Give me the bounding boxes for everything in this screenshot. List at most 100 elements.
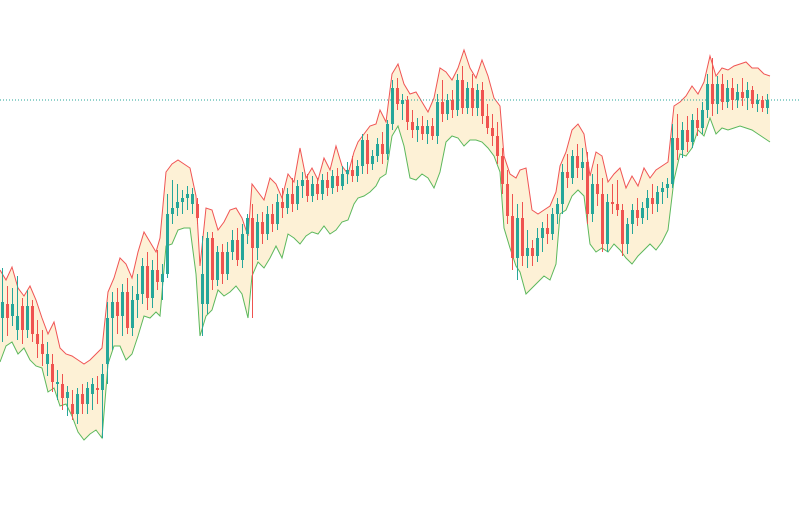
- candle-body: [301, 180, 304, 186]
- candle: [141, 258, 144, 304]
- candle-body: [376, 144, 379, 156]
- candle-body: [596, 184, 599, 194]
- candle: [566, 154, 569, 188]
- candle: [231, 230, 234, 260]
- candle: [466, 82, 469, 114]
- candle-body: [416, 126, 419, 130]
- candle: [126, 278, 129, 334]
- candle-body: [151, 270, 154, 298]
- candle-body: [11, 304, 14, 316]
- candle: [66, 386, 69, 416]
- candle-body: [686, 130, 689, 142]
- candle: [626, 218, 629, 254]
- candle: [176, 184, 179, 216]
- candle-body: [221, 252, 224, 274]
- candle-body: [331, 176, 334, 188]
- candle: [576, 144, 579, 178]
- candle: [196, 198, 199, 224]
- candle-body: [261, 222, 264, 234]
- candle-body: [326, 180, 329, 188]
- candle-body: [196, 204, 199, 218]
- candle: [286, 188, 289, 214]
- candle: [541, 222, 544, 252]
- candle: [716, 76, 719, 114]
- candle-body: [41, 344, 44, 354]
- candle-body: [366, 140, 369, 164]
- candle: [261, 212, 264, 244]
- candle: [476, 84, 479, 116]
- candle: [216, 246, 219, 286]
- candle: [186, 186, 189, 210]
- candle: [661, 182, 664, 204]
- candle: [291, 178, 294, 212]
- candle-body: [641, 208, 644, 218]
- candle: [416, 118, 419, 142]
- candle: [226, 242, 229, 280]
- candle: [671, 124, 674, 188]
- candle-body: [306, 180, 309, 196]
- candle-body: [496, 136, 499, 156]
- candle: [726, 80, 729, 108]
- candle-body: [16, 316, 19, 330]
- candle: [26, 290, 29, 338]
- candle-body: [446, 100, 449, 114]
- candle-body: [56, 382, 59, 384]
- candle-body: [291, 194, 294, 204]
- candle: [236, 228, 239, 266]
- candle-body: [191, 194, 194, 204]
- candle-body: [396, 88, 399, 104]
- candle: [346, 162, 349, 184]
- candle-body: [226, 252, 229, 274]
- candle: [331, 170, 334, 194]
- candle: [351, 156, 354, 182]
- candle: [401, 94, 404, 120]
- candle: [731, 78, 734, 110]
- candle-body: [26, 306, 29, 330]
- candle: [736, 84, 739, 108]
- candle: [16, 276, 19, 340]
- candle: [61, 374, 64, 410]
- candle: [251, 204, 254, 318]
- candle-body: [671, 138, 674, 184]
- candle: [336, 168, 339, 192]
- candle-body: [201, 274, 204, 304]
- candle: [21, 298, 24, 344]
- candle-body: [646, 198, 649, 208]
- candle: [166, 194, 169, 278]
- candle: [371, 150, 374, 170]
- candle: [396, 78, 399, 110]
- candle-body: [256, 222, 259, 248]
- candle: [426, 120, 429, 144]
- candle-body: [531, 248, 534, 256]
- candle: [181, 190, 184, 214]
- candle: [276, 194, 279, 230]
- candle: [101, 364, 104, 438]
- candle-body: [651, 198, 654, 204]
- candle-body: [106, 318, 109, 364]
- candle-body: [71, 404, 74, 414]
- candle-body: [751, 90, 754, 104]
- candle-body: [96, 388, 99, 390]
- candle: [366, 134, 369, 174]
- candle: [436, 94, 439, 144]
- candle: [686, 116, 689, 152]
- candle-body: [756, 100, 759, 104]
- candle-body: [346, 170, 349, 174]
- candle-body: [206, 238, 209, 304]
- candle-body: [1, 302, 4, 318]
- candle: [756, 94, 759, 112]
- candle-body: [716, 84, 719, 104]
- candle: [691, 114, 694, 148]
- candle: [601, 178, 604, 252]
- candle-body: [706, 84, 709, 110]
- candle: [676, 114, 679, 160]
- candle-body: [231, 240, 234, 252]
- candle-body: [361, 140, 364, 166]
- candle-body: [341, 174, 344, 186]
- candle: [301, 172, 304, 198]
- candle: [631, 204, 634, 234]
- candle: [46, 342, 49, 376]
- candle: [6, 286, 9, 336]
- candle-body: [66, 392, 69, 398]
